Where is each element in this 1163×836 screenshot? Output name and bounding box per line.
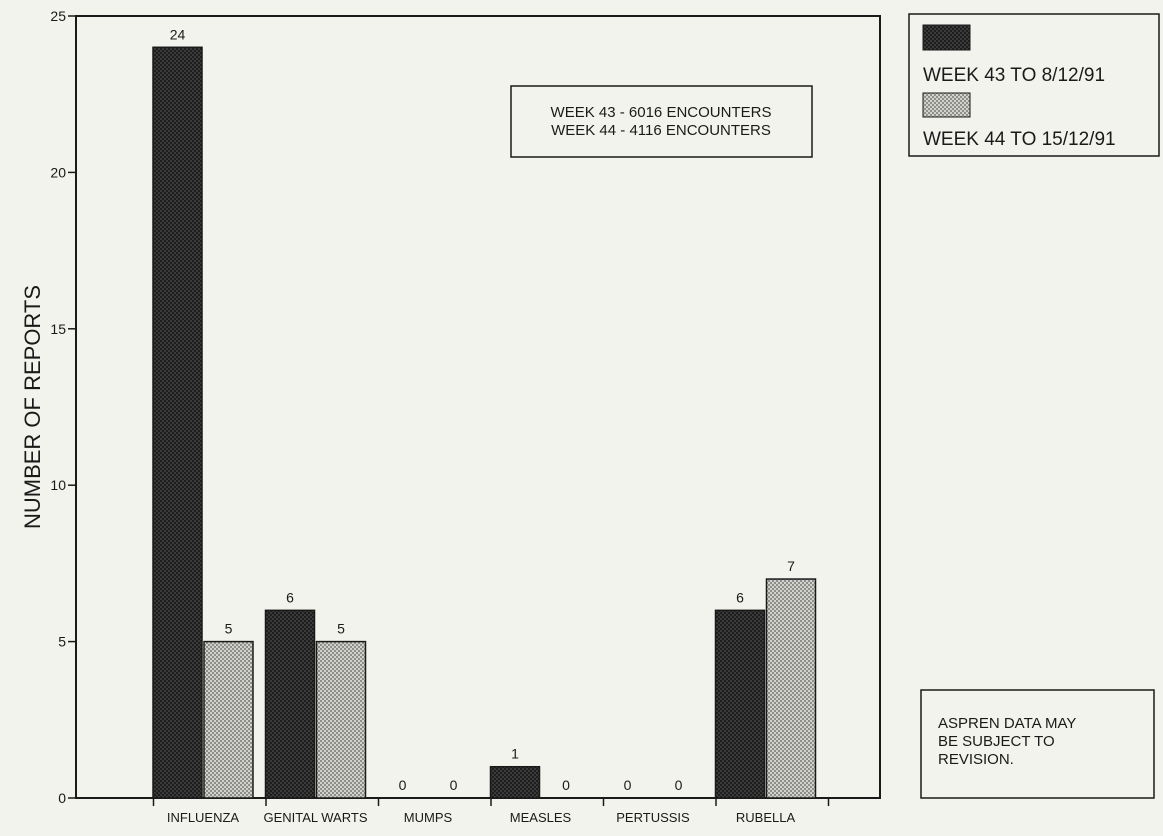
legend-swatch-week44 <box>922 92 971 118</box>
category-label: RUBELLA <box>736 810 796 825</box>
category-labels: INFLUENZA GENITAL WARTS MUMPS MEASLES PERTUS… <box>167 810 796 825</box>
y-axis: 0 5 10 15 20 25 <box>50 8 76 806</box>
bar-value-label: 6 <box>736 589 744 605</box>
bar-influenza-s1 <box>203 640 254 799</box>
revision-note-line-1: ASPREN DATA MAY <box>938 715 1076 732</box>
category-label: INFLUENZA <box>167 810 240 825</box>
bar-value-label: 0 <box>675 777 683 793</box>
legend-label-week44: WEEK 44 TO 15/12/91 <box>923 129 1116 150</box>
revision-note: ASPREN DATA MAY BE SUBJECT TO REVISION. <box>920 689 1155 799</box>
bar-value-label: 6 <box>286 589 294 605</box>
bar-value-label: 1 <box>511 746 519 762</box>
bar-value-label: 0 <box>450 777 458 793</box>
y-tick-label: 20 <box>50 164 66 180</box>
bar-rubella-s0 <box>714 609 766 799</box>
category-label: GENITAL WARTS <box>263 810 367 825</box>
y-tick-label: 0 <box>58 790 66 806</box>
category-label: PERTUSSIS <box>616 810 690 825</box>
y-tick-label: 25 <box>50 8 66 24</box>
bar-value-labels: 24 5 6 5 0 0 1 0 0 0 6 7 <box>170 26 795 793</box>
y-tick-label: 10 <box>50 477 66 493</box>
bar-value-label: 0 <box>399 777 407 793</box>
bar-value-label: 0 <box>562 777 570 793</box>
legend-label-week43: WEEK 43 TO 8/12/91 <box>923 65 1105 86</box>
legend: WEEK 43 TO 8/12/91 WEEK 44 TO 15/12/91 <box>908 13 1160 157</box>
bar-measles-s0 <box>489 765 541 799</box>
bar-value-label: 24 <box>170 26 186 42</box>
bar-genital-warts-s1 <box>315 640 367 799</box>
category-label: MEASLES <box>510 810 572 825</box>
bar-value-label: 5 <box>225 621 233 637</box>
y-tick-label: 15 <box>50 321 66 337</box>
category-label: MUMPS <box>404 810 453 825</box>
encounters-annotation: WEEK 43 - 6016 ENCOUNTERS WEEK 44 - 4116… <box>510 85 813 158</box>
revision-note-line-3: REVISION. <box>938 751 1014 768</box>
bar-genital-warts-s0 <box>264 609 316 799</box>
encounters-line-2: WEEK 44 - 4116 ENCOUNTERS <box>551 122 771 139</box>
plot-frame <box>75 15 881 799</box>
y-axis-label: NUMBER OF REPORTS <box>20 285 45 529</box>
x-axis <box>152 798 830 806</box>
legend-swatch-week43 <box>922 24 971 51</box>
revision-note-line-2: BE SUBJECT TO <box>938 733 1055 750</box>
bar-rubella-s1 <box>765 578 817 799</box>
bar-influenza-s0 <box>152 46 203 799</box>
bar-value-label: 7 <box>787 558 795 574</box>
bar-value-label: 5 <box>337 621 345 637</box>
bar-value-label: 0 <box>624 777 632 793</box>
encounters-line-1: WEEK 43 - 6016 ENCOUNTERS <box>551 104 772 121</box>
bars <box>152 46 817 799</box>
y-tick-label: 5 <box>58 634 66 650</box>
